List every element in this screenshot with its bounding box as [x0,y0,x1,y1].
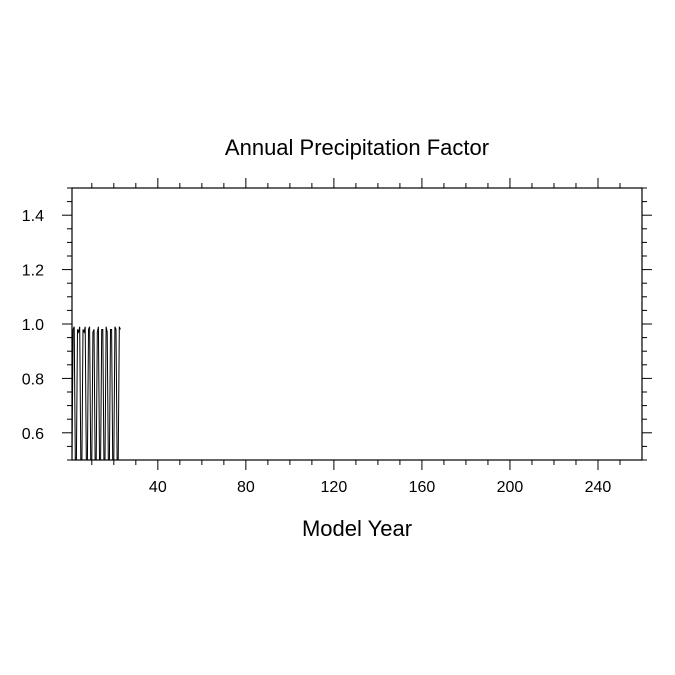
series-line [71,326,121,461]
y-tick-label: 1.2 [22,263,44,280]
x-tick-label: 120 [321,479,348,496]
axis-ticks [62,178,652,470]
x-axis-label: Model Year [302,516,412,541]
axis-tick-labels: 40 80 120 160 200 240 0.6 0.8 1.0 1.2 1.4 [22,208,612,496]
x-tick-label: 40 [149,479,167,496]
x-tick-label: 80 [237,479,255,496]
plot-frame [71,187,643,461]
y-tick-label: 1.0 [22,317,44,334]
x-tick-label: 160 [409,479,436,496]
chart-title: Annual Precipitation Factor [225,135,489,160]
x-tick-label: 240 [585,479,612,496]
y-tick-label: 0.6 [22,426,44,443]
series-group [71,326,121,461]
y-tick-label: 1.4 [22,208,44,225]
y-tick-label: 0.8 [22,371,44,388]
x-tick-label: 200 [497,479,524,496]
